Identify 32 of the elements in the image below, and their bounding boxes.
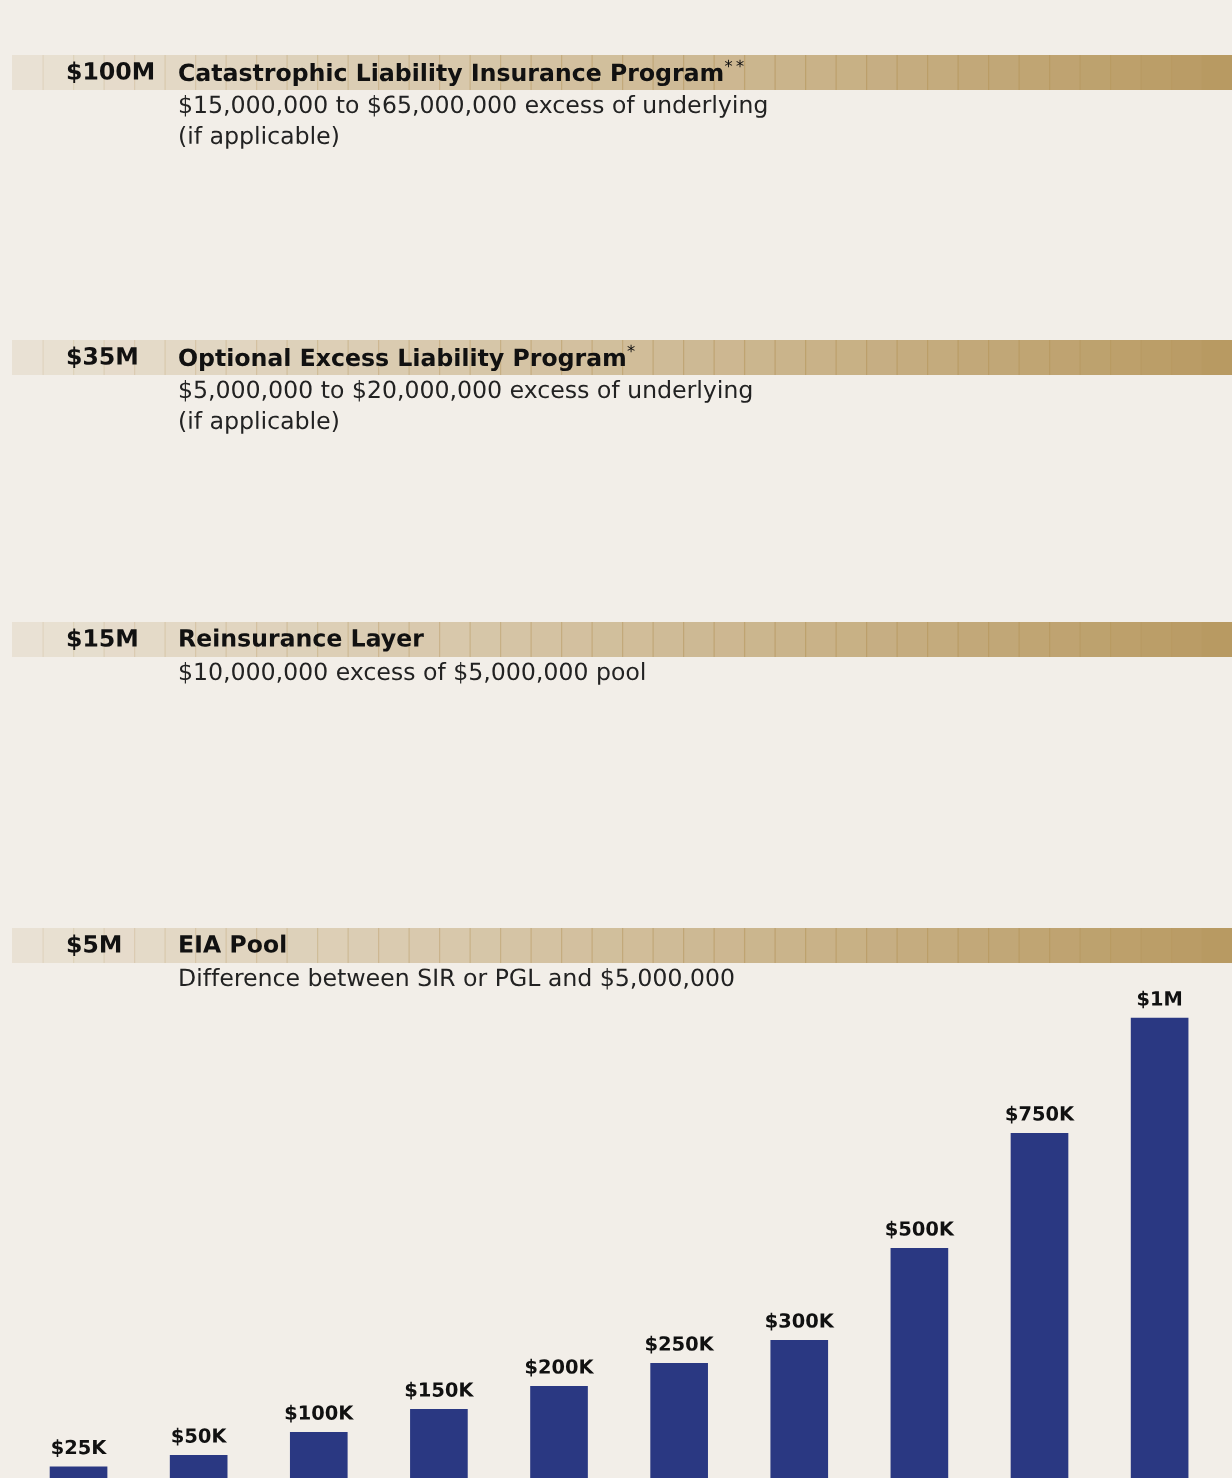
text: EIA Pool xyxy=(180,934,286,953)
text: $15,000,000 to $65,000,000 excess of underlying (if applicable) xyxy=(179,95,767,149)
text: $100M xyxy=(67,61,154,83)
data-label: $1M xyxy=(1137,990,1182,1009)
bar xyxy=(770,1339,829,1478)
data-label: $500K xyxy=(886,1220,955,1239)
data-label: $300K xyxy=(766,1312,835,1331)
text: Difference between SIR or PGL and $5,000,000 xyxy=(180,968,734,990)
data-label: $25K xyxy=(52,1439,107,1457)
text: Catastrophic Liability Insurance Program$^{**}$ xyxy=(179,59,744,87)
bar xyxy=(650,1362,708,1478)
data-label: $750K xyxy=(1006,1105,1075,1124)
bar xyxy=(49,1466,108,1478)
text: $35M xyxy=(67,346,137,368)
bar xyxy=(289,1431,348,1478)
text: Reinsurance Layer xyxy=(180,628,424,652)
text: $5,000,000 to $20,000,000 excess of underlying (if applicable) xyxy=(179,380,752,434)
data-label: $100K xyxy=(285,1404,354,1423)
bar xyxy=(169,1454,228,1478)
bar xyxy=(1010,1132,1069,1478)
text: $15M xyxy=(67,628,137,650)
text: $5M xyxy=(67,934,121,956)
text: Optional Excess Liability Program$^{*}$ xyxy=(179,344,635,372)
data-label: $250K xyxy=(646,1335,715,1354)
data-label: $200K xyxy=(525,1358,595,1377)
data-label: $150K xyxy=(405,1381,475,1400)
text: $10,000,000 excess of $5,000,000 pool xyxy=(179,662,645,685)
data-label: $50K xyxy=(172,1427,228,1446)
bar xyxy=(890,1247,949,1478)
bar xyxy=(530,1385,588,1478)
bar xyxy=(1130,1017,1189,1478)
bar xyxy=(410,1408,468,1478)
